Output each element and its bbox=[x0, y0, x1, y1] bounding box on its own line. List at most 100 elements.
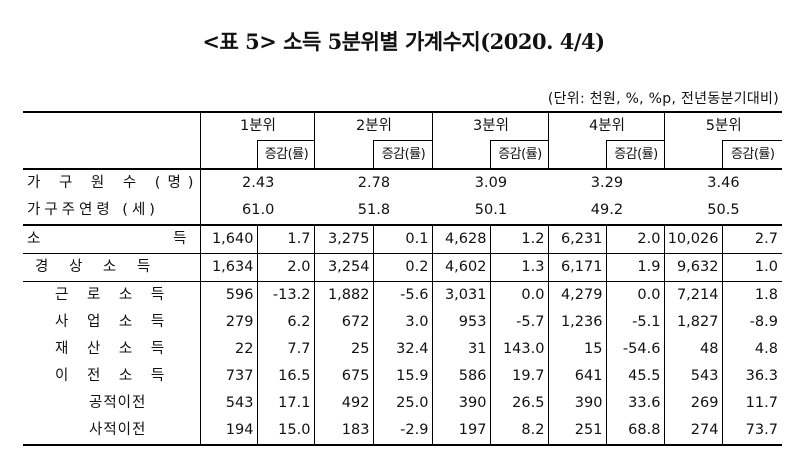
table-row-current-income: 경 상 소 득 1,634 2.0 3,254 0.2 4,602 1.3 6,… bbox=[23, 253, 782, 282]
cell-value: 6,171 bbox=[548, 253, 607, 282]
cell-change: -2.9 bbox=[373, 417, 433, 446]
cell-value: 48 bbox=[664, 336, 723, 363]
cell-value: 194 bbox=[200, 417, 258, 446]
header-q3: 3분위 bbox=[432, 111, 549, 141]
cell-value: 953 bbox=[432, 309, 491, 336]
row-label: 경 상 소 득 bbox=[23, 253, 201, 282]
header-change: 증감(률) bbox=[373, 140, 433, 169]
cell-change: 1.2 bbox=[490, 224, 549, 254]
cell-value: 543 bbox=[200, 390, 258, 417]
cell-change: 143.0 bbox=[490, 336, 549, 363]
header-q4: 4분위 bbox=[548, 111, 665, 141]
table-row-property-income: 재 산 소 득 22 7.7 25 32.4 31 143.0 15 -54.6… bbox=[23, 336, 782, 363]
header-change: 증감(률) bbox=[606, 140, 665, 169]
cell-change: 11.7 bbox=[722, 390, 782, 417]
cell-value: 3.46 bbox=[664, 168, 782, 197]
cell-value: 22 bbox=[200, 336, 258, 363]
cell-value: 4,628 bbox=[432, 224, 491, 254]
header-q1: 1분위 bbox=[200, 111, 315, 141]
row-label: 가구주연령 (세) bbox=[27, 202, 159, 218]
row-label: 가 구 원 수 (명) bbox=[23, 168, 201, 197]
cell-change: 1.8 bbox=[722, 281, 782, 309]
cell-value: 50.5 bbox=[707, 202, 740, 218]
cell-change: 1.3 bbox=[490, 253, 549, 282]
cell-value: 49.2 bbox=[590, 202, 624, 218]
cell-value: 3,031 bbox=[432, 281, 491, 309]
cell-value: 3,275 bbox=[314, 224, 374, 254]
header-q5: 5분위 bbox=[664, 111, 782, 141]
cell-change: 16.5 bbox=[257, 363, 315, 390]
cell-change: -5.6 bbox=[373, 281, 433, 309]
cell-value: 390 bbox=[432, 390, 491, 417]
cell-change: -8.9 bbox=[722, 309, 782, 336]
cell-value: 25 bbox=[314, 336, 374, 363]
cell-value: 1,827 bbox=[664, 309, 723, 336]
table-row-labor-income: 근 로 소 득 596 -13.2 1,882 -5.6 3,031 0.0 4… bbox=[23, 281, 782, 309]
cell-value: 269 bbox=[664, 390, 723, 417]
cell-value: 672 bbox=[314, 309, 374, 336]
cell-change: 36.3 bbox=[722, 363, 782, 390]
cell-change: 33.6 bbox=[606, 390, 665, 417]
cell-value: 2.78 bbox=[314, 168, 433, 197]
cell-value: 3,254 bbox=[314, 253, 374, 282]
cell-change: 4.8 bbox=[722, 336, 782, 363]
row-label: 근 로 소 득 bbox=[55, 287, 172, 303]
cell-value: 1,634 bbox=[200, 253, 258, 282]
cell-change: 8.2 bbox=[490, 417, 549, 446]
cell-value: 279 bbox=[200, 309, 258, 336]
cell-change: 7.7 bbox=[257, 336, 315, 363]
cell-change: 15.9 bbox=[373, 363, 433, 390]
table-title: <표 5> 소득 5분위별 가계수지(2020. 4/4) bbox=[202, 29, 605, 54]
row-label-part: 득 bbox=[173, 231, 187, 247]
cell-change: 6.2 bbox=[257, 309, 315, 336]
header-blank bbox=[314, 140, 374, 169]
cell-value: 2.43 bbox=[200, 168, 315, 197]
cell-value: 3.09 bbox=[432, 168, 549, 197]
cell-value: 50.1 bbox=[474, 202, 508, 218]
cell-change: 2.7 bbox=[722, 224, 782, 254]
row-label: 사 업 소 득 bbox=[55, 314, 172, 330]
row-label: 재 산 소 득 bbox=[55, 341, 172, 357]
cell-change: 0.0 bbox=[490, 281, 549, 309]
table-row-householder-age: 가구주연령 (세) 61.0 51.8 50.1 49.2 50.5 bbox=[23, 197, 782, 225]
cell-value: 274 bbox=[664, 417, 723, 446]
cell-value: 492 bbox=[314, 390, 374, 417]
cell-change: 45.5 bbox=[606, 363, 665, 390]
cell-value: 7,214 bbox=[664, 281, 723, 309]
cell-change: 26.5 bbox=[490, 390, 549, 417]
cell-change: 2.0 bbox=[606, 224, 665, 254]
table-row-private-transfer: 사적이전 194 15.0 183 -2.9 197 8.2 251 68.8 … bbox=[23, 417, 782, 446]
header-blank bbox=[432, 140, 491, 169]
row-label: 공적이전 bbox=[89, 395, 147, 411]
cell-change: 0.0 bbox=[606, 281, 665, 309]
income-quintile-table: 1분위 2분위 3분위 4분위 5분위 증감(률) 증감(률) 증감(률) 증감… bbox=[23, 111, 782, 446]
row-label: 사적이전 bbox=[23, 417, 201, 446]
header-change: 증감(률) bbox=[257, 140, 315, 169]
header-row-change: 증감(률) 증감(률) 증감(률) 증감(률) 증감(률) bbox=[23, 140, 782, 169]
table-row-business-income: 사 업 소 득 279 6.2 672 3.0 953 -5.7 1,236 -… bbox=[23, 309, 782, 336]
cell-change: 3.0 bbox=[373, 309, 433, 336]
cell-value: 1,882 bbox=[314, 281, 374, 309]
cell-change: 1.0 bbox=[722, 253, 782, 282]
cell-value: 1,236 bbox=[548, 309, 607, 336]
header-change: 증감(률) bbox=[722, 140, 782, 169]
cell-value: 596 bbox=[200, 281, 258, 309]
table-row-public-transfer: 공적이전 543 17.1 492 25.0 390 26.5 390 33.6… bbox=[23, 390, 782, 417]
cell-change: -54.6 bbox=[606, 336, 665, 363]
table-row-transfer-income: 이 전 소 득 737 16.5 675 15.9 586 19.7 641 4… bbox=[23, 363, 782, 390]
cell-value: 251 bbox=[548, 417, 607, 446]
cell-value: 543 bbox=[664, 363, 723, 390]
cell-value: 6,231 bbox=[548, 224, 607, 254]
cell-value: 675 bbox=[314, 363, 374, 390]
header-blank bbox=[200, 140, 258, 169]
row-label-part: 소 bbox=[27, 231, 41, 247]
cell-value: 31 bbox=[432, 336, 491, 363]
cell-change: 19.7 bbox=[490, 363, 549, 390]
header-q2: 2분위 bbox=[314, 111, 433, 141]
cell-change: 32.4 bbox=[373, 336, 433, 363]
header-change: 증감(률) bbox=[490, 140, 549, 169]
cell-change: 25.0 bbox=[373, 390, 433, 417]
